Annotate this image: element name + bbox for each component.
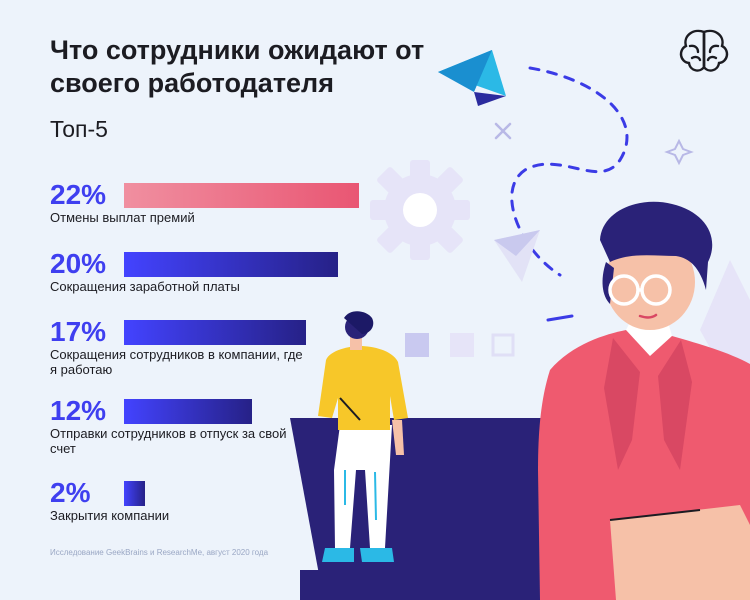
bar [124, 320, 306, 345]
paper-plane-icon [438, 50, 506, 106]
person-small [318, 311, 408, 562]
brain-icon [679, 29, 729, 72]
bar-value-label: 2% [50, 477, 91, 508]
bar [124, 252, 338, 277]
page-subtitle: Топ-5 [50, 116, 108, 142]
page-title: Что сотрудники ожидают от своего работод… [50, 35, 425, 98]
bar-category-label: Отмены выплат премий [50, 210, 195, 225]
person-large [538, 201, 750, 600]
bar-value-label: 17% [50, 316, 107, 347]
bar [124, 183, 359, 208]
bar-category-label: Сокращения заработной платы [50, 279, 240, 294]
bar-value-label: 22% [50, 179, 107, 210]
bar-value-label: 12% [50, 395, 107, 426]
gear-icon [370, 160, 470, 260]
bar [124, 399, 253, 424]
bar-category-label: Закрытия компании [50, 508, 170, 523]
bar-category-label: Отправки сотрудников в отпуск за свой сч… [50, 426, 287, 456]
source-note: Исследование GeekBrains и ResearchMe, ав… [50, 548, 269, 557]
bar-value-label: 20% [50, 248, 107, 279]
bar-category-label: Сокращения сотрудников в компании, где я… [50, 347, 303, 377]
bar [124, 481, 146, 506]
triangle-icon [494, 230, 540, 282]
sparkle-icon [494, 122, 512, 140]
